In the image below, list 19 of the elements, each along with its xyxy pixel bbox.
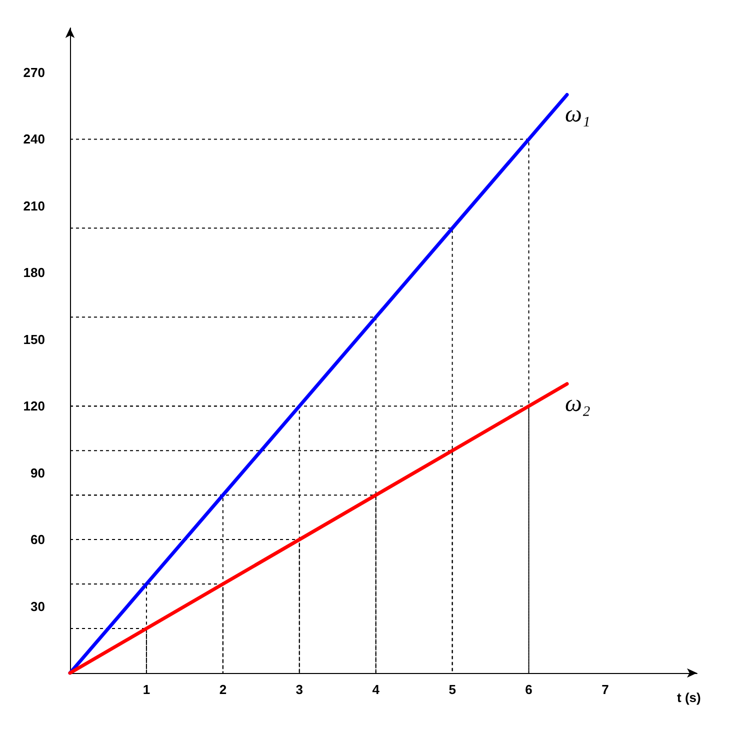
x-tick-label: 5 <box>448 682 456 697</box>
y-tick-label: 120 <box>23 398 45 414</box>
y-tick-label: 240 <box>23 132 45 147</box>
x-tick-label: 6 <box>525 682 532 697</box>
x-axis-title: t (s) <box>677 690 701 705</box>
series-label: ω₁ <box>565 102 590 128</box>
y-tick-label: 30 <box>30 598 45 614</box>
y-tick-label: 150 <box>23 332 45 347</box>
y-tick-label: 270 <box>23 64 45 80</box>
y-tick-label: 180 <box>23 265 45 280</box>
y-tick-label: 90 <box>30 465 45 480</box>
y-tick-label: 60 <box>30 532 45 548</box>
x-tick-label: 4 <box>372 682 380 697</box>
x-tick-label: 3 <box>296 682 304 697</box>
series-label: ω₂ <box>565 390 590 417</box>
x-tick-label: 1 <box>142 682 150 697</box>
x-tick-label: 7 <box>602 682 609 697</box>
x-tick-label: 2 <box>219 682 227 697</box>
y-tick-label: 210 <box>23 198 45 214</box>
